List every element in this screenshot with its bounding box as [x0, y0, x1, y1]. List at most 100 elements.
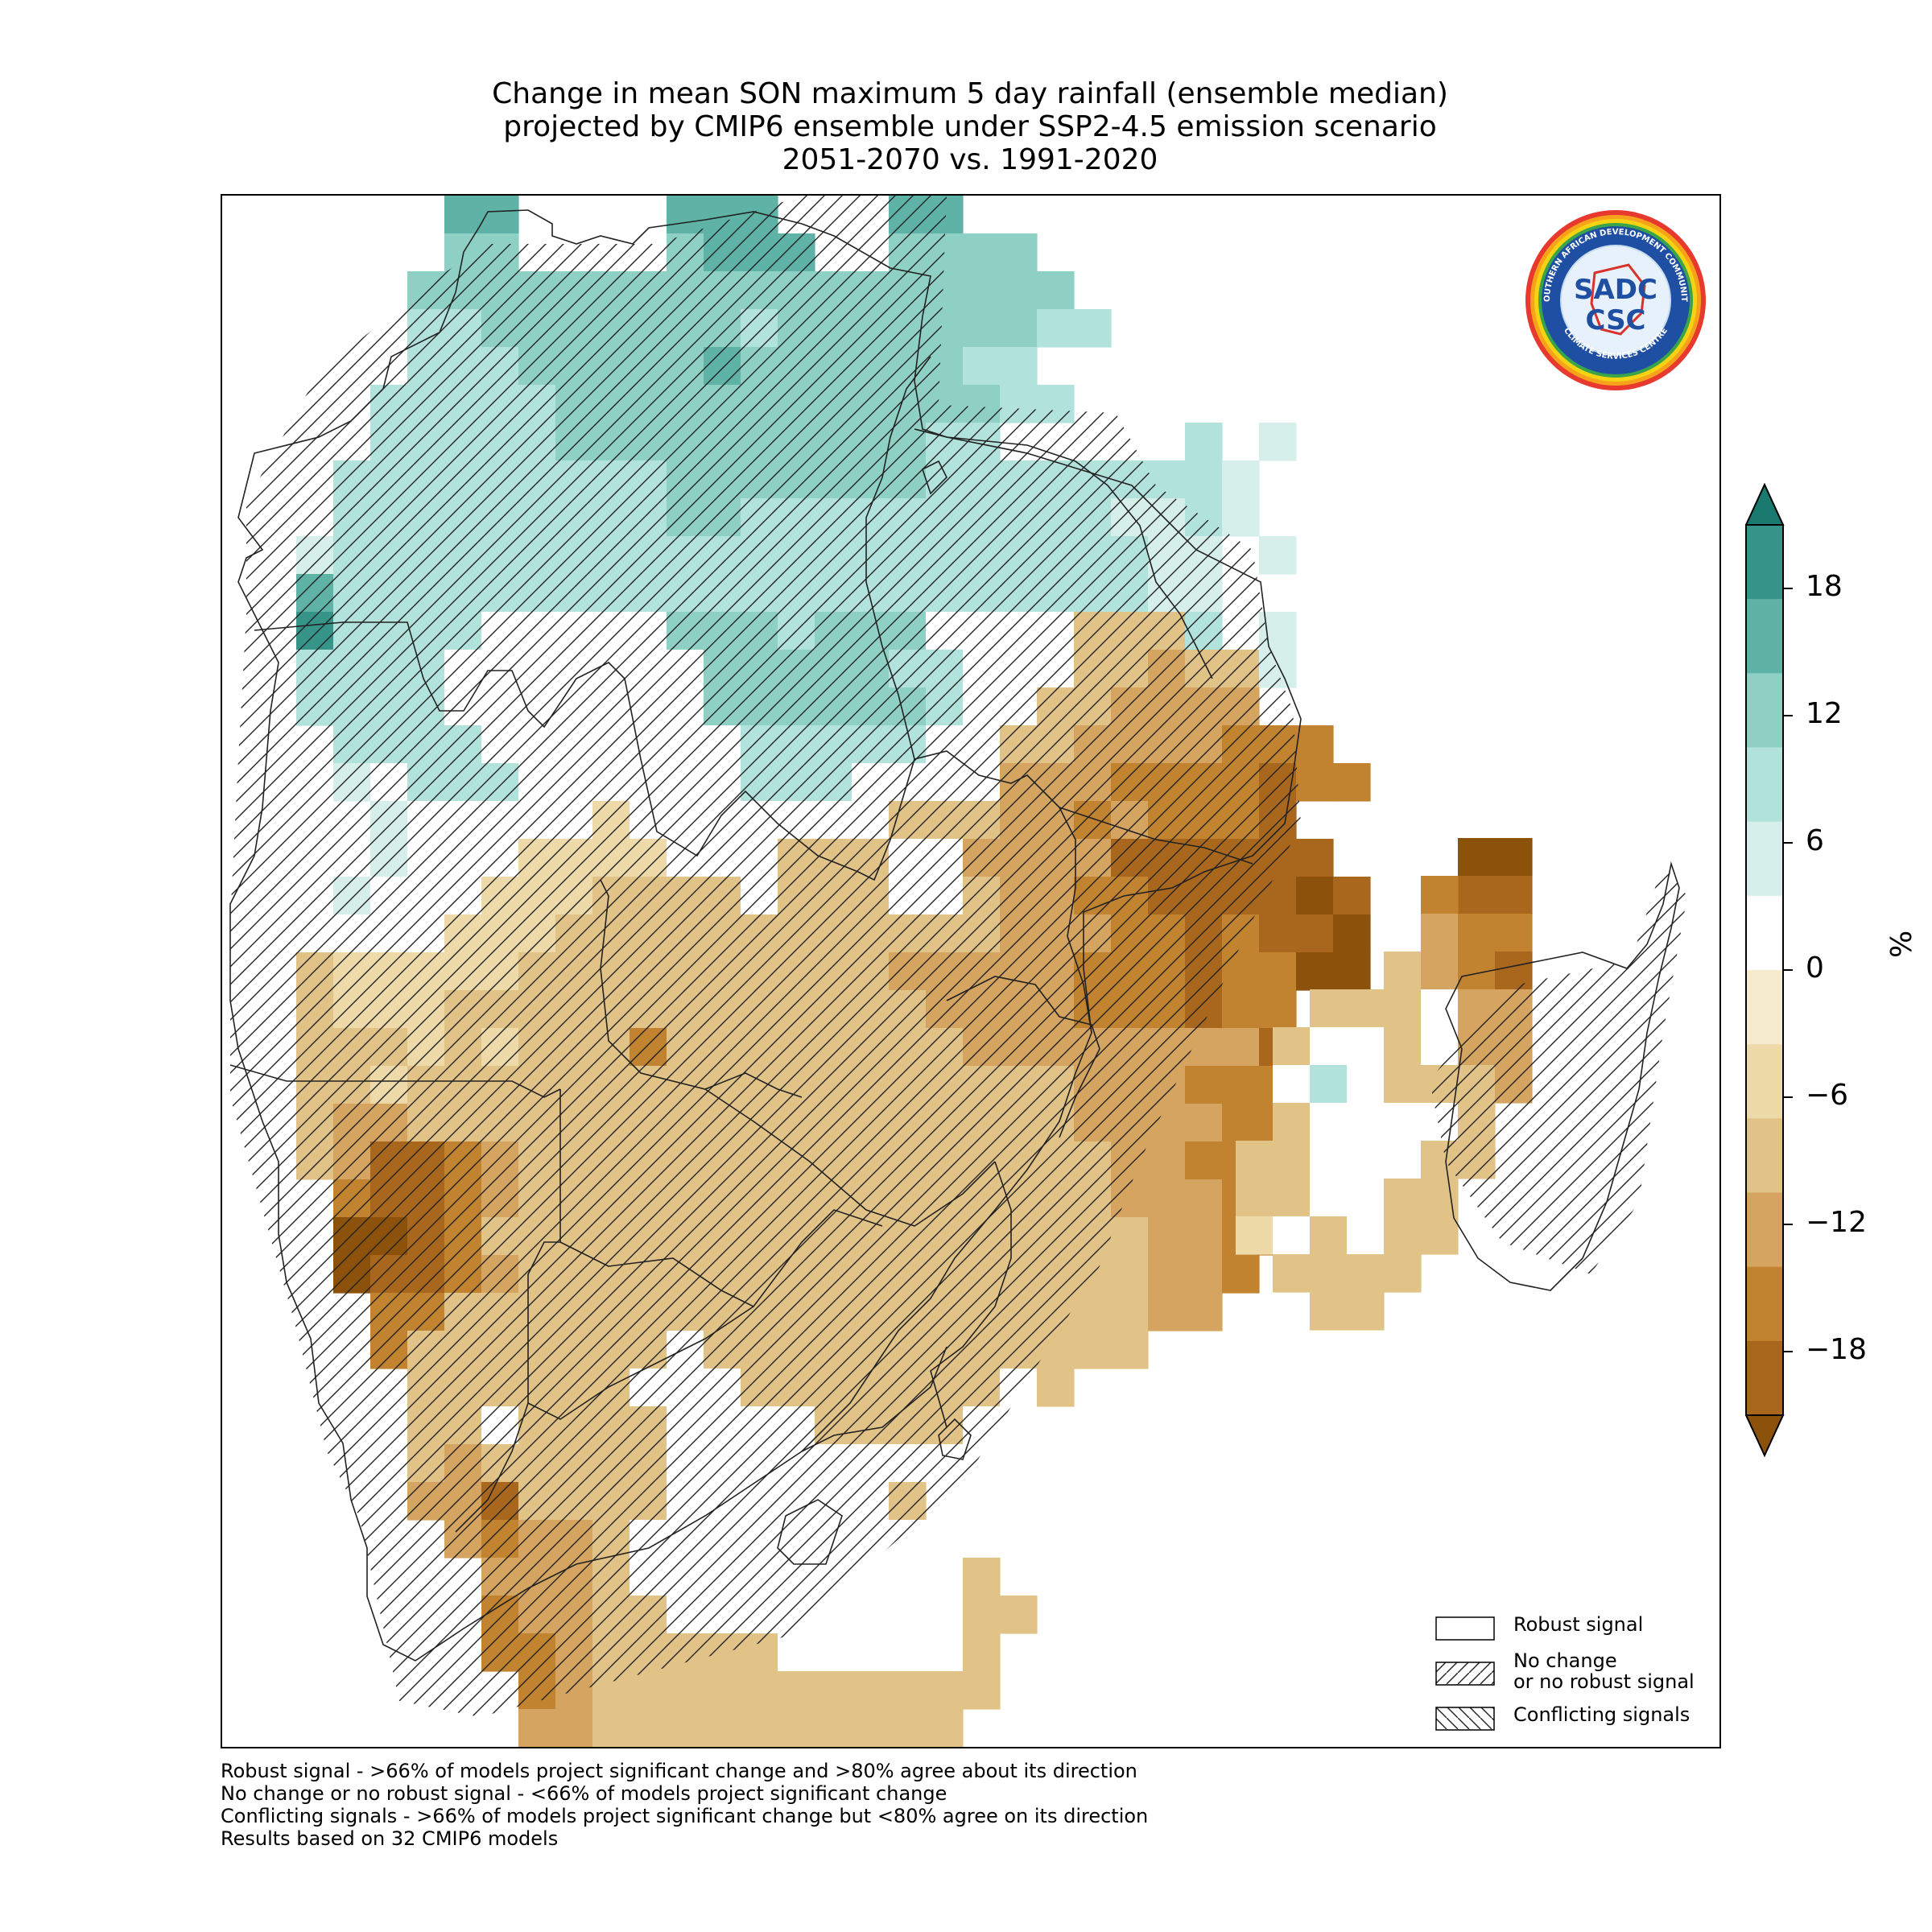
- grid-cell: [1222, 1028, 1260, 1067]
- border-tanzania: [914, 750, 1253, 865]
- grid-cell-madagascar: [1347, 1103, 1385, 1141]
- grid-cell-madagascar: [1384, 952, 1422, 990]
- grid-cell: [518, 1709, 556, 1747]
- grid-cell: [1296, 839, 1334, 877]
- grid-cell: [1148, 1217, 1186, 1256]
- grid-cell: [1148, 1255, 1186, 1294]
- grid-cell: [778, 1747, 815, 1748]
- grid-cell-madagascar: [1273, 1254, 1311, 1293]
- grid-cell: [555, 1747, 593, 1748]
- grid-cell: [667, 196, 704, 234]
- colorbar-segment: [1746, 1340, 1783, 1416]
- colorbar-tick-label: 0: [1806, 952, 1824, 985]
- footnote-no-change: No change or no robust signal - <66% of …: [221, 1782, 947, 1805]
- madagascar-coastline: [1445, 861, 1680, 1291]
- colorbar-unit: %: [1885, 930, 1918, 958]
- grid-cell: [963, 309, 1001, 348]
- grid-cell-madagascar: [1384, 1141, 1422, 1179]
- title-line-1: Change in mean SON maximum 5 day rainfal…: [492, 77, 1448, 110]
- grid-cell: [1148, 1179, 1186, 1218]
- grid-cell: [926, 1596, 964, 1634]
- sadc-csc-logo: SOUTHERN AFRICAN DEVELOPMENT COMMUNITY C…: [1524, 208, 1706, 390]
- grid-cell-madagascar: [1458, 838, 1496, 877]
- footnote-models: Results based on 32 CMIP6 models: [221, 1827, 559, 1850]
- grid-cell: [1222, 1066, 1260, 1104]
- border-botswana-southafrica: [527, 1306, 754, 1420]
- grid-cell: [1296, 877, 1334, 915]
- footnote-conflicting: Conflicting signals - >66% of models pro…: [221, 1805, 1149, 1827]
- grid-cell-madagascar: [1236, 1141, 1274, 1179]
- grid-cell: [815, 1633, 852, 1672]
- grid-cell-madagascar: [1236, 1179, 1274, 1217]
- grid-cell-madagascar: [1347, 989, 1385, 1028]
- border-angola-zambia: [600, 879, 803, 1098]
- legend-no-change-label-2: or no robust signal: [1513, 1670, 1695, 1693]
- grid-cell: [1185, 1104, 1223, 1142]
- grid-cell: [1185, 1141, 1223, 1180]
- grid-cell-madagascar: [1421, 952, 1459, 990]
- border-southafrica-north: [801, 1346, 947, 1452]
- grid-cell: [704, 1747, 741, 1748]
- rainfall-change-map: [229, 196, 1687, 1748]
- legend-conflicting-swatch: [1435, 1707, 1495, 1731]
- grid-cell: [926, 1520, 964, 1558]
- grid-cell-madagascar: [1495, 876, 1533, 914]
- grid-cell: [1037, 309, 1075, 348]
- grid-cell-madagascar: [1310, 1254, 1348, 1293]
- grid-cell: [926, 1709, 964, 1747]
- grid-cell: [1259, 536, 1297, 575]
- grid-cell: [1296, 952, 1334, 991]
- country-borders-layer: [229, 209, 1680, 1662]
- grid-cell: [963, 1520, 1001, 1558]
- grid-cell: [630, 1747, 667, 1748]
- grid-cell: [963, 1596, 1001, 1634]
- map-panel: [221, 194, 1721, 1748]
- grid-cell: [1037, 271, 1075, 310]
- grid-cell: [889, 1633, 927, 1672]
- grid-cell: [1074, 309, 1112, 348]
- grid-cell: [963, 271, 1001, 310]
- grid-cell-madagascar: [1310, 1141, 1348, 1179]
- grid-cell: [741, 1671, 778, 1710]
- colorbar-segment: [1746, 1266, 1783, 1342]
- grid-cell-madagascar: [1310, 1065, 1348, 1104]
- border-mozambique-zimbabwe: [930, 1161, 1012, 1428]
- grid-cell-madagascar: [1495, 914, 1533, 952]
- grid-cell: [963, 1558, 1001, 1596]
- colorbar-tick-label: 12: [1806, 697, 1843, 730]
- grid-cell: [1074, 1331, 1112, 1369]
- grid-cell: [1185, 1066, 1223, 1104]
- grid-cell: [1111, 1331, 1149, 1369]
- grid-cell: [1296, 914, 1334, 953]
- grid-cell: [1259, 423, 1297, 461]
- grid-cell: [926, 1747, 964, 1748]
- grid-cell: [889, 1558, 927, 1596]
- continent-coastline: [229, 209, 1302, 1662]
- grid-cell-madagascar: [1310, 1216, 1348, 1255]
- grid-cell: [667, 1747, 704, 1748]
- colorbar-segment: [1746, 1044, 1783, 1119]
- grid-cell: [1000, 309, 1038, 348]
- legend-no-change-swatch: [1435, 1662, 1495, 1686]
- grid-cell: [1333, 763, 1371, 802]
- grid-cell-madagascar: [1421, 1216, 1459, 1255]
- grid-cell: [741, 1747, 778, 1748]
- grid-cell-madagascar: [1421, 876, 1459, 914]
- grid-cell: [1185, 1293, 1223, 1331]
- grid-cell: [1185, 1255, 1223, 1294]
- grid-cell: [926, 1671, 964, 1710]
- colorbar-extend-min: [1745, 1414, 1785, 1457]
- colorbar-segment: [1746, 525, 1783, 600]
- grid-cell: [1148, 1293, 1186, 1331]
- grid-cell-madagascar: [1310, 1027, 1348, 1066]
- logo-mark-csc: CSC: [1585, 304, 1645, 336]
- grid-cell: [852, 1633, 890, 1672]
- chart-title: Change in mean SON maximum 5 day rainfal…: [0, 77, 1932, 176]
- grid-cell-madagascar: [1236, 1216, 1274, 1255]
- grid-cell: [704, 1671, 741, 1710]
- grid-cell: [1111, 1255, 1149, 1294]
- colorbar-segment: [1746, 1118, 1783, 1193]
- grid-cell-madagascar: [1384, 1254, 1422, 1293]
- grid-cell-madagascar: [1384, 1027, 1422, 1066]
- grid-cell: [630, 1671, 667, 1710]
